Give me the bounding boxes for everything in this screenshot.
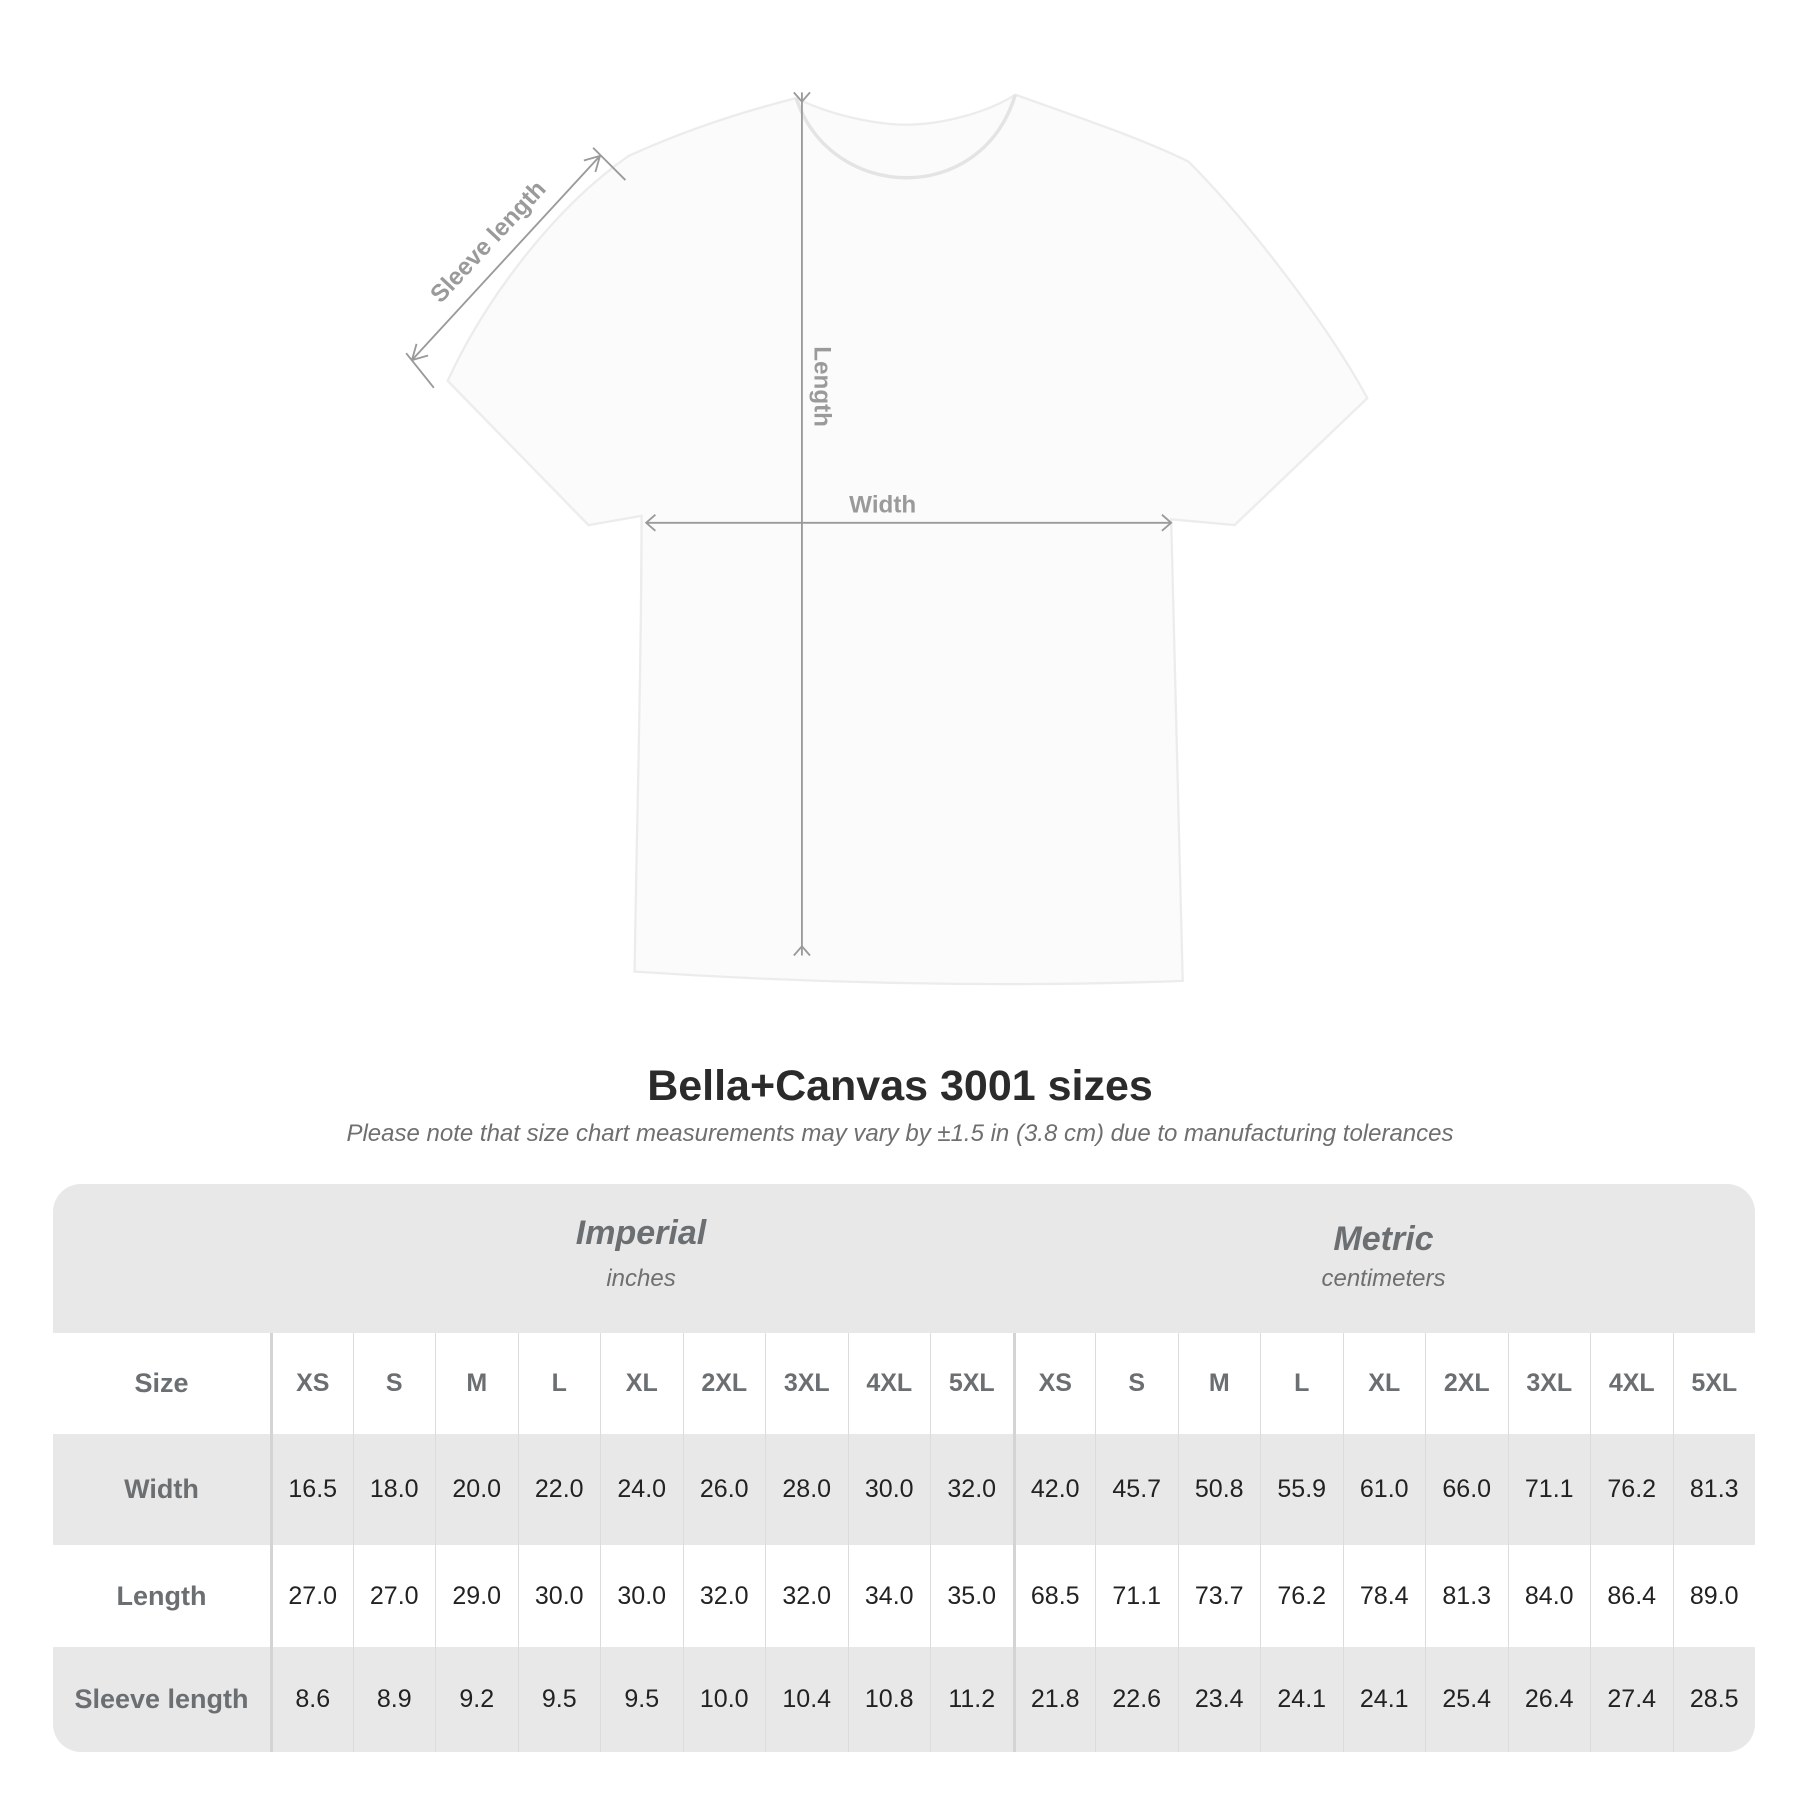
- size-imperial-header: L: [517, 1333, 601, 1434]
- metric-value-cell: 78.4: [1342, 1545, 1426, 1647]
- imperial-value-cell: 27.0: [352, 1545, 436, 1647]
- imperial-value-cell: 9.5: [517, 1647, 601, 1752]
- tolerance-note: Please note that size chart measurements…: [346, 1120, 1454, 1147]
- size-metric-header: 5XL: [1672, 1333, 1756, 1434]
- metric-value-cell: 50.8: [1177, 1434, 1261, 1545]
- metric-value-cell: 89.0: [1672, 1545, 1756, 1647]
- page-title: Bella+Canvas 3001 sizes: [647, 1062, 1153, 1110]
- metric-value-cell: 27.4: [1590, 1647, 1673, 1752]
- size-imperial-header: M: [435, 1333, 518, 1434]
- metric-value-cell: 24.1: [1260, 1647, 1343, 1752]
- size-header-row: Size XS S M L XL 2XL 3XL 4XL 5XL XS S M L XL 2XL 3XL 4XL 5…: [53, 1333, 1755, 1434]
- imperial-value-cell: 30.0: [847, 1434, 931, 1545]
- imperial-value-cell: 32.0: [765, 1545, 848, 1647]
- size-imperial-header: 3XL: [765, 1333, 848, 1434]
- table-row: Length 27.0 27.0 29.0 30.0 30.0 32.0 32.0 34.0 35…: [53, 1545, 1755, 1647]
- length-label: Length: [809, 346, 836, 427]
- metric-value-cell: 21.8: [1012, 1647, 1096, 1752]
- sleeve-arrow: [411, 155, 601, 361]
- imperial-value-cell: 10.8: [847, 1647, 931, 1752]
- size-imperial-header: XL: [600, 1333, 683, 1434]
- metric-value-cell: 81.3: [1425, 1545, 1508, 1647]
- metric-value-cell: 81.3: [1672, 1434, 1756, 1545]
- imperial-value-cell: 16.5: [270, 1434, 353, 1545]
- width-label: Width: [849, 491, 916, 518]
- imperial-value-cell: 35.0: [930, 1545, 1013, 1647]
- size-imperial-header: 5XL: [930, 1333, 1013, 1434]
- metric-value-cell: 26.4: [1507, 1647, 1591, 1752]
- metric-title: Metric: [1333, 1220, 1434, 1258]
- tshirt-image: [446, 93, 1369, 986]
- imperial-value-cell: 22.0: [517, 1434, 601, 1545]
- metric-value-cell: 23.4: [1177, 1647, 1261, 1752]
- imperial-value-cell: 20.0: [435, 1434, 518, 1545]
- size-table: Imperial inches Metric centimeters Size X…: [53, 1184, 1755, 1752]
- imperial-title: Imperial: [575, 1214, 707, 1252]
- metric-value-cell: 84.0: [1507, 1545, 1591, 1647]
- tshirt-diagram: Sleeve length Length Width: [405, 91, 1369, 986]
- row-label: Size: [134, 1368, 189, 1398]
- metric-unit: centimeters: [1321, 1265, 1446, 1292]
- size-imperial-header: 2XL: [682, 1333, 766, 1434]
- imperial-value-cell: 9.5: [600, 1647, 683, 1752]
- imperial-header: Imperial inches: [270, 1214, 1012, 1293]
- imperial-value-cell: 26.0: [682, 1434, 766, 1545]
- metric-value-cell: 66.0: [1425, 1434, 1508, 1545]
- imperial-value-cell: 18.0: [352, 1434, 436, 1545]
- imperial-value-cell: 24.0: [600, 1434, 683, 1545]
- imperial-value-cell: 34.0: [847, 1545, 931, 1647]
- imperial-value-cell: 28.0: [765, 1434, 848, 1545]
- metric-value-cell: 42.0: [1012, 1434, 1096, 1545]
- size-metric-header: 2XL: [1425, 1333, 1508, 1434]
- metric-header: Metric centimeters: [1012, 1220, 1755, 1293]
- metric-value-cell: 25.4: [1425, 1647, 1508, 1752]
- imperial-value-cell: 8.6: [270, 1647, 353, 1752]
- imperial-value-cell: 8.9: [352, 1647, 436, 1752]
- imperial-value-cell: 30.0: [517, 1545, 601, 1647]
- imperial-value-cell: 27.0: [270, 1545, 353, 1647]
- metric-value-cell: 73.7: [1177, 1545, 1261, 1647]
- size-metric-header: 3XL: [1507, 1333, 1591, 1434]
- metric-value-cell: 28.5: [1672, 1647, 1756, 1752]
- size-metric-header: M: [1177, 1333, 1261, 1434]
- size-metric-header: XS: [1012, 1333, 1096, 1434]
- row-label: Width: [124, 1474, 199, 1504]
- size-metric-header: XL: [1342, 1333, 1426, 1434]
- imperial-value-cell: 32.0: [930, 1434, 1013, 1545]
- size-metric-header: 4XL: [1590, 1333, 1673, 1434]
- size-imperial-header: XS: [270, 1333, 353, 1434]
- table-row: Width 16.5 18.0 20.0 22.0 24.0 26.0 28.0 30.0 32.…: [53, 1434, 1755, 1545]
- imperial-value-cell: 11.2: [930, 1647, 1013, 1752]
- imperial-value-cell: 9.2: [435, 1647, 518, 1752]
- metric-value-cell: 76.2: [1260, 1545, 1343, 1647]
- unit-header: Imperial inches Metric centimeters: [53, 1184, 1755, 1333]
- imperial-value-cell: 29.0: [435, 1545, 518, 1647]
- row-label: Sleeve length: [74, 1684, 249, 1714]
- size-metric-header: L: [1260, 1333, 1343, 1434]
- metric-value-cell: 76.2: [1590, 1434, 1673, 1545]
- metric-value-cell: 71.1: [1095, 1545, 1178, 1647]
- row-label: Length: [116, 1580, 207, 1611]
- size-imperial-header: 4XL: [847, 1333, 931, 1434]
- metric-value-cell: 22.6: [1095, 1647, 1178, 1752]
- imperial-value-cell: 10.0: [682, 1647, 766, 1752]
- metric-value-cell: 86.4: [1590, 1545, 1673, 1647]
- metric-value-cell: 68.5: [1012, 1545, 1096, 1647]
- imperial-value-cell: 30.0: [600, 1545, 683, 1647]
- metric-value-cell: 61.0: [1342, 1434, 1426, 1545]
- size-metric-header: S: [1095, 1333, 1178, 1434]
- metric-value-cell: 24.1: [1342, 1647, 1426, 1752]
- imperial-value-cell: 10.4: [765, 1647, 848, 1752]
- imperial-value-cell: 32.0: [682, 1545, 766, 1647]
- metric-value-cell: 71.1: [1507, 1434, 1591, 1545]
- size-imperial-header: S: [352, 1333, 436, 1434]
- table-row: Sleeve length 8.6 8.9 9.2 9.5 9.5 10.0 10.4 10.8…: [53, 1647, 1755, 1752]
- imperial-unit: inches: [606, 1265, 676, 1292]
- metric-value-cell: 45.7: [1095, 1434, 1178, 1545]
- metric-value-cell: 55.9: [1260, 1434, 1343, 1545]
